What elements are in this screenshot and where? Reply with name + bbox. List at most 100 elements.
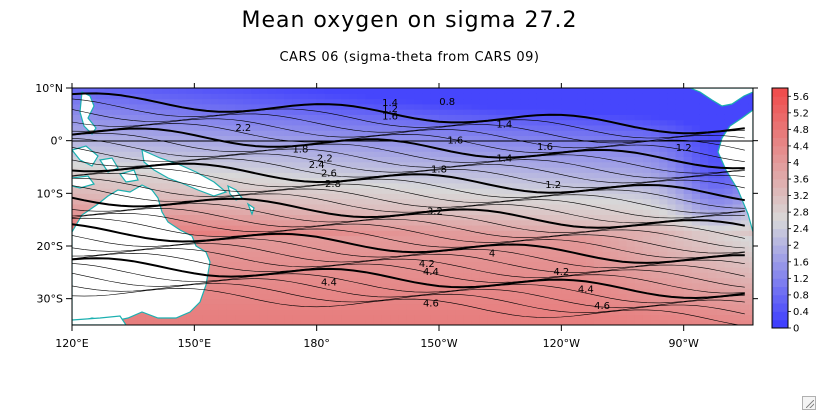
field-cell: [471, 145, 481, 152]
field-cell: [72, 130, 81, 136]
field-cell: [651, 145, 660, 152]
field-cell: [708, 151, 717, 158]
field-cell: [218, 172, 228, 179]
field-cell: [577, 298, 587, 305]
field-cell: [251, 256, 261, 263]
field-cell: [390, 156, 399, 163]
field-cell: [316, 293, 326, 300]
field-cell: [210, 293, 220, 300]
field-cell: [430, 319, 440, 325]
field-cell: [300, 188, 310, 194]
field-cell: [618, 98, 628, 105]
field-cell: [422, 182, 432, 189]
field-cell: [267, 145, 277, 152]
field-cell: [390, 198, 399, 205]
colorbar-swatch: [772, 319, 788, 329]
field-cell: [699, 145, 709, 152]
field-cell: [430, 224, 440, 231]
field-cell: [357, 235, 367, 242]
field-cell: [275, 109, 285, 115]
field-cell: [439, 182, 448, 189]
field-cell: [161, 88, 171, 94]
field-cell: [724, 240, 734, 247]
field-cell: [496, 230, 505, 237]
field-cell: [593, 177, 603, 184]
field-cell: [479, 167, 489, 173]
field-cell: [349, 230, 359, 237]
field-cell: [487, 188, 497, 194]
field-cell: [251, 124, 261, 131]
field-cell: [390, 282, 399, 289]
field-cell: [634, 203, 644, 210]
field-cell: [455, 182, 465, 189]
field-cell: [324, 119, 334, 126]
field-cell: [675, 161, 685, 168]
field-cell: [708, 103, 717, 110]
field-cell: [332, 277, 342, 284]
field-cell: [373, 167, 383, 173]
field-cell: [748, 282, 753, 289]
field-cell: [699, 282, 709, 289]
window-resize-grip[interactable]: [802, 396, 816, 410]
field-cell: [324, 246, 334, 252]
contour-label: 1.6: [382, 112, 398, 123]
field-cell: [308, 172, 318, 179]
field-cell: [520, 119, 530, 126]
field-cell: [691, 193, 701, 200]
field-cell: [447, 303, 456, 310]
field-cell: [463, 282, 473, 289]
field-cell: [316, 246, 326, 252]
field-cell: [308, 251, 318, 258]
field-cell: [267, 298, 277, 305]
field-cell: [561, 272, 571, 279]
field-cell: [210, 119, 220, 126]
field-cell: [683, 109, 693, 115]
field-cell: [512, 251, 522, 258]
field-cell: [626, 151, 636, 158]
field-cell: [536, 119, 546, 126]
field-cell: [430, 103, 440, 110]
field-cell: [447, 109, 456, 115]
field-cell: [308, 240, 318, 247]
field-cell: [528, 319, 538, 325]
field-cell: [226, 277, 236, 284]
field-cell: [341, 240, 350, 247]
field-cell: [226, 240, 236, 247]
field-cell: [194, 203, 204, 210]
field-cell: [536, 309, 546, 316]
field-cell: [748, 240, 753, 247]
field-cell: [129, 145, 138, 152]
field-cell: [634, 240, 644, 247]
field-cell: [561, 303, 571, 310]
x-tick-label: 150°E: [178, 337, 211, 350]
field-cell: [699, 319, 709, 325]
field-cell: [178, 156, 187, 163]
field-cell: [430, 246, 440, 252]
field-cell: [259, 219, 269, 226]
field-cell: [137, 109, 147, 115]
field-cell: [724, 109, 734, 115]
field-cell: [243, 198, 253, 205]
field-cell: [487, 93, 497, 100]
field-cell: [381, 188, 391, 194]
field-cell: [708, 235, 717, 242]
field-cell: [504, 182, 514, 189]
field-cell: [536, 240, 546, 247]
field-cell: [553, 103, 562, 110]
field-cell: [284, 193, 293, 200]
field-cell: [300, 124, 310, 131]
field-cell: [659, 261, 668, 268]
field-cell: [202, 246, 212, 252]
field-cell: [667, 224, 677, 231]
field-cell: [553, 140, 562, 147]
field-cell: [479, 98, 489, 105]
field-cell: [186, 135, 195, 142]
field-cell: [210, 151, 220, 158]
field-cell: [536, 235, 546, 242]
field-cell: [300, 246, 310, 252]
field-cell: [463, 93, 473, 100]
field-cell: [292, 235, 301, 242]
field-cell: [455, 124, 465, 131]
field-cell: [357, 246, 367, 252]
field-cell: [373, 319, 383, 325]
